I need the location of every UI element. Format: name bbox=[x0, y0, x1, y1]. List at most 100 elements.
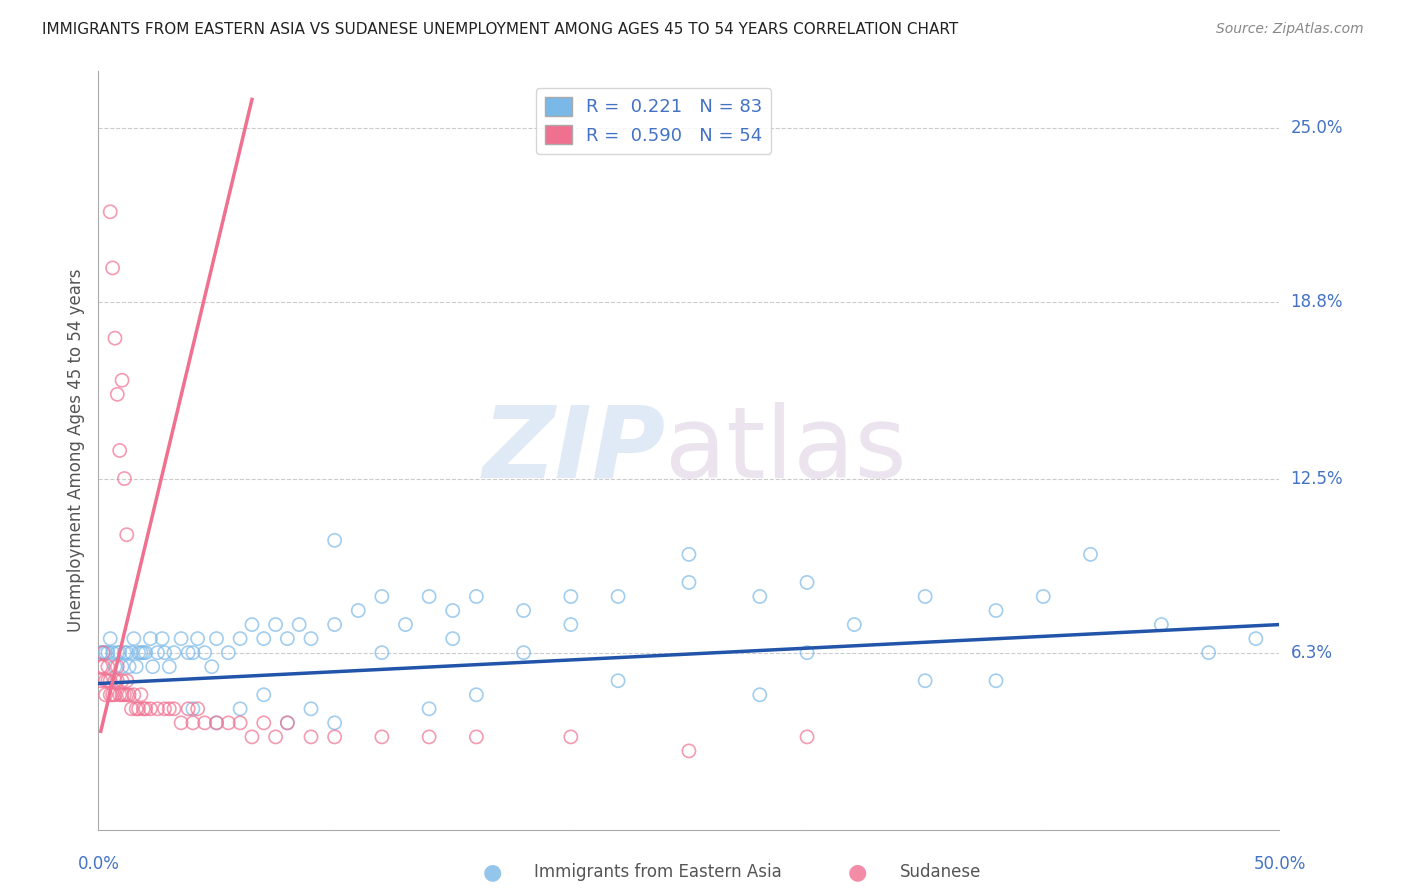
Text: ●: ● bbox=[848, 863, 868, 882]
Point bbox=[678, 547, 700, 561]
Point bbox=[217, 715, 239, 730]
Point bbox=[104, 659, 127, 673]
Text: atlas: atlas bbox=[665, 402, 907, 499]
Point bbox=[157, 702, 180, 716]
Point bbox=[170, 715, 193, 730]
Point bbox=[105, 659, 128, 673]
Point bbox=[146, 702, 169, 716]
Point bbox=[142, 659, 165, 673]
Point bbox=[101, 688, 124, 702]
Point bbox=[205, 715, 228, 730]
Point bbox=[217, 646, 239, 660]
Text: ●: ● bbox=[482, 863, 502, 882]
Point bbox=[512, 603, 534, 617]
Point bbox=[104, 673, 127, 688]
Point bbox=[323, 730, 346, 744]
Point bbox=[125, 659, 148, 673]
Point bbox=[104, 331, 127, 345]
Point bbox=[418, 730, 440, 744]
Point bbox=[796, 575, 818, 590]
Point bbox=[98, 673, 121, 688]
Point bbox=[91, 646, 114, 660]
Point bbox=[115, 646, 138, 660]
Point bbox=[201, 659, 224, 673]
Point bbox=[914, 673, 936, 688]
Point bbox=[181, 702, 204, 716]
Point bbox=[371, 646, 394, 660]
Text: 0.0%: 0.0% bbox=[77, 855, 120, 872]
Point bbox=[187, 632, 209, 646]
Point bbox=[240, 617, 263, 632]
Point bbox=[299, 702, 322, 716]
Point bbox=[128, 702, 150, 716]
Legend: R =  0.221   N = 83, R =  0.590   N = 54: R = 0.221 N = 83, R = 0.590 N = 54 bbox=[536, 88, 772, 153]
Point bbox=[276, 715, 298, 730]
Point bbox=[240, 730, 263, 744]
Point bbox=[371, 730, 394, 744]
Point bbox=[465, 688, 488, 702]
Point bbox=[205, 715, 228, 730]
Point bbox=[264, 730, 287, 744]
Text: Immigrants from Eastern Asia: Immigrants from Eastern Asia bbox=[534, 863, 782, 881]
Point bbox=[914, 590, 936, 604]
Point bbox=[112, 646, 135, 660]
Point bbox=[984, 673, 1007, 688]
Point bbox=[122, 688, 145, 702]
Text: ZIP: ZIP bbox=[482, 402, 665, 499]
Point bbox=[91, 646, 114, 660]
Point bbox=[181, 646, 204, 660]
Point bbox=[98, 632, 121, 646]
Point bbox=[181, 715, 204, 730]
Point bbox=[129, 688, 152, 702]
Point bbox=[135, 702, 157, 716]
Point bbox=[323, 617, 346, 632]
Point bbox=[153, 702, 176, 716]
Point bbox=[607, 673, 630, 688]
Point bbox=[1244, 632, 1267, 646]
Point bbox=[118, 688, 141, 702]
Point bbox=[748, 688, 770, 702]
Point bbox=[132, 646, 155, 660]
Point bbox=[748, 590, 770, 604]
Point bbox=[111, 373, 134, 387]
Point bbox=[101, 260, 124, 275]
Point bbox=[108, 443, 131, 458]
Point bbox=[111, 688, 134, 702]
Point bbox=[796, 730, 818, 744]
Point bbox=[128, 646, 150, 660]
Point bbox=[229, 715, 252, 730]
Point bbox=[105, 646, 128, 660]
Y-axis label: Unemployment Among Ages 45 to 54 years: Unemployment Among Ages 45 to 54 years bbox=[66, 268, 84, 632]
Point bbox=[187, 702, 209, 716]
Point bbox=[121, 702, 143, 716]
Point bbox=[465, 590, 488, 604]
Point bbox=[299, 632, 322, 646]
Point bbox=[323, 533, 346, 548]
Point bbox=[90, 673, 112, 688]
Point bbox=[288, 617, 311, 632]
Point bbox=[796, 646, 818, 660]
Point bbox=[111, 659, 134, 673]
Point bbox=[560, 617, 582, 632]
Point bbox=[678, 575, 700, 590]
Point bbox=[276, 632, 298, 646]
Point bbox=[194, 646, 217, 660]
Point bbox=[229, 702, 252, 716]
Point bbox=[229, 632, 252, 646]
Text: IMMIGRANTS FROM EASTERN ASIA VS SUDANESE UNEMPLOYMENT AMONG AGES 45 TO 54 YEARS : IMMIGRANTS FROM EASTERN ASIA VS SUDANESE… bbox=[42, 22, 959, 37]
Point bbox=[1080, 547, 1102, 561]
Point bbox=[112, 471, 135, 485]
Point bbox=[394, 617, 416, 632]
Point bbox=[253, 715, 276, 730]
Point bbox=[157, 659, 180, 673]
Text: 12.5%: 12.5% bbox=[1291, 469, 1343, 488]
Point bbox=[153, 646, 176, 660]
Point bbox=[264, 617, 287, 632]
Point bbox=[678, 744, 700, 758]
Point bbox=[94, 646, 117, 660]
Point bbox=[121, 646, 143, 660]
Point bbox=[253, 688, 276, 702]
Point bbox=[276, 715, 298, 730]
Point bbox=[150, 632, 173, 646]
Point bbox=[97, 646, 120, 660]
